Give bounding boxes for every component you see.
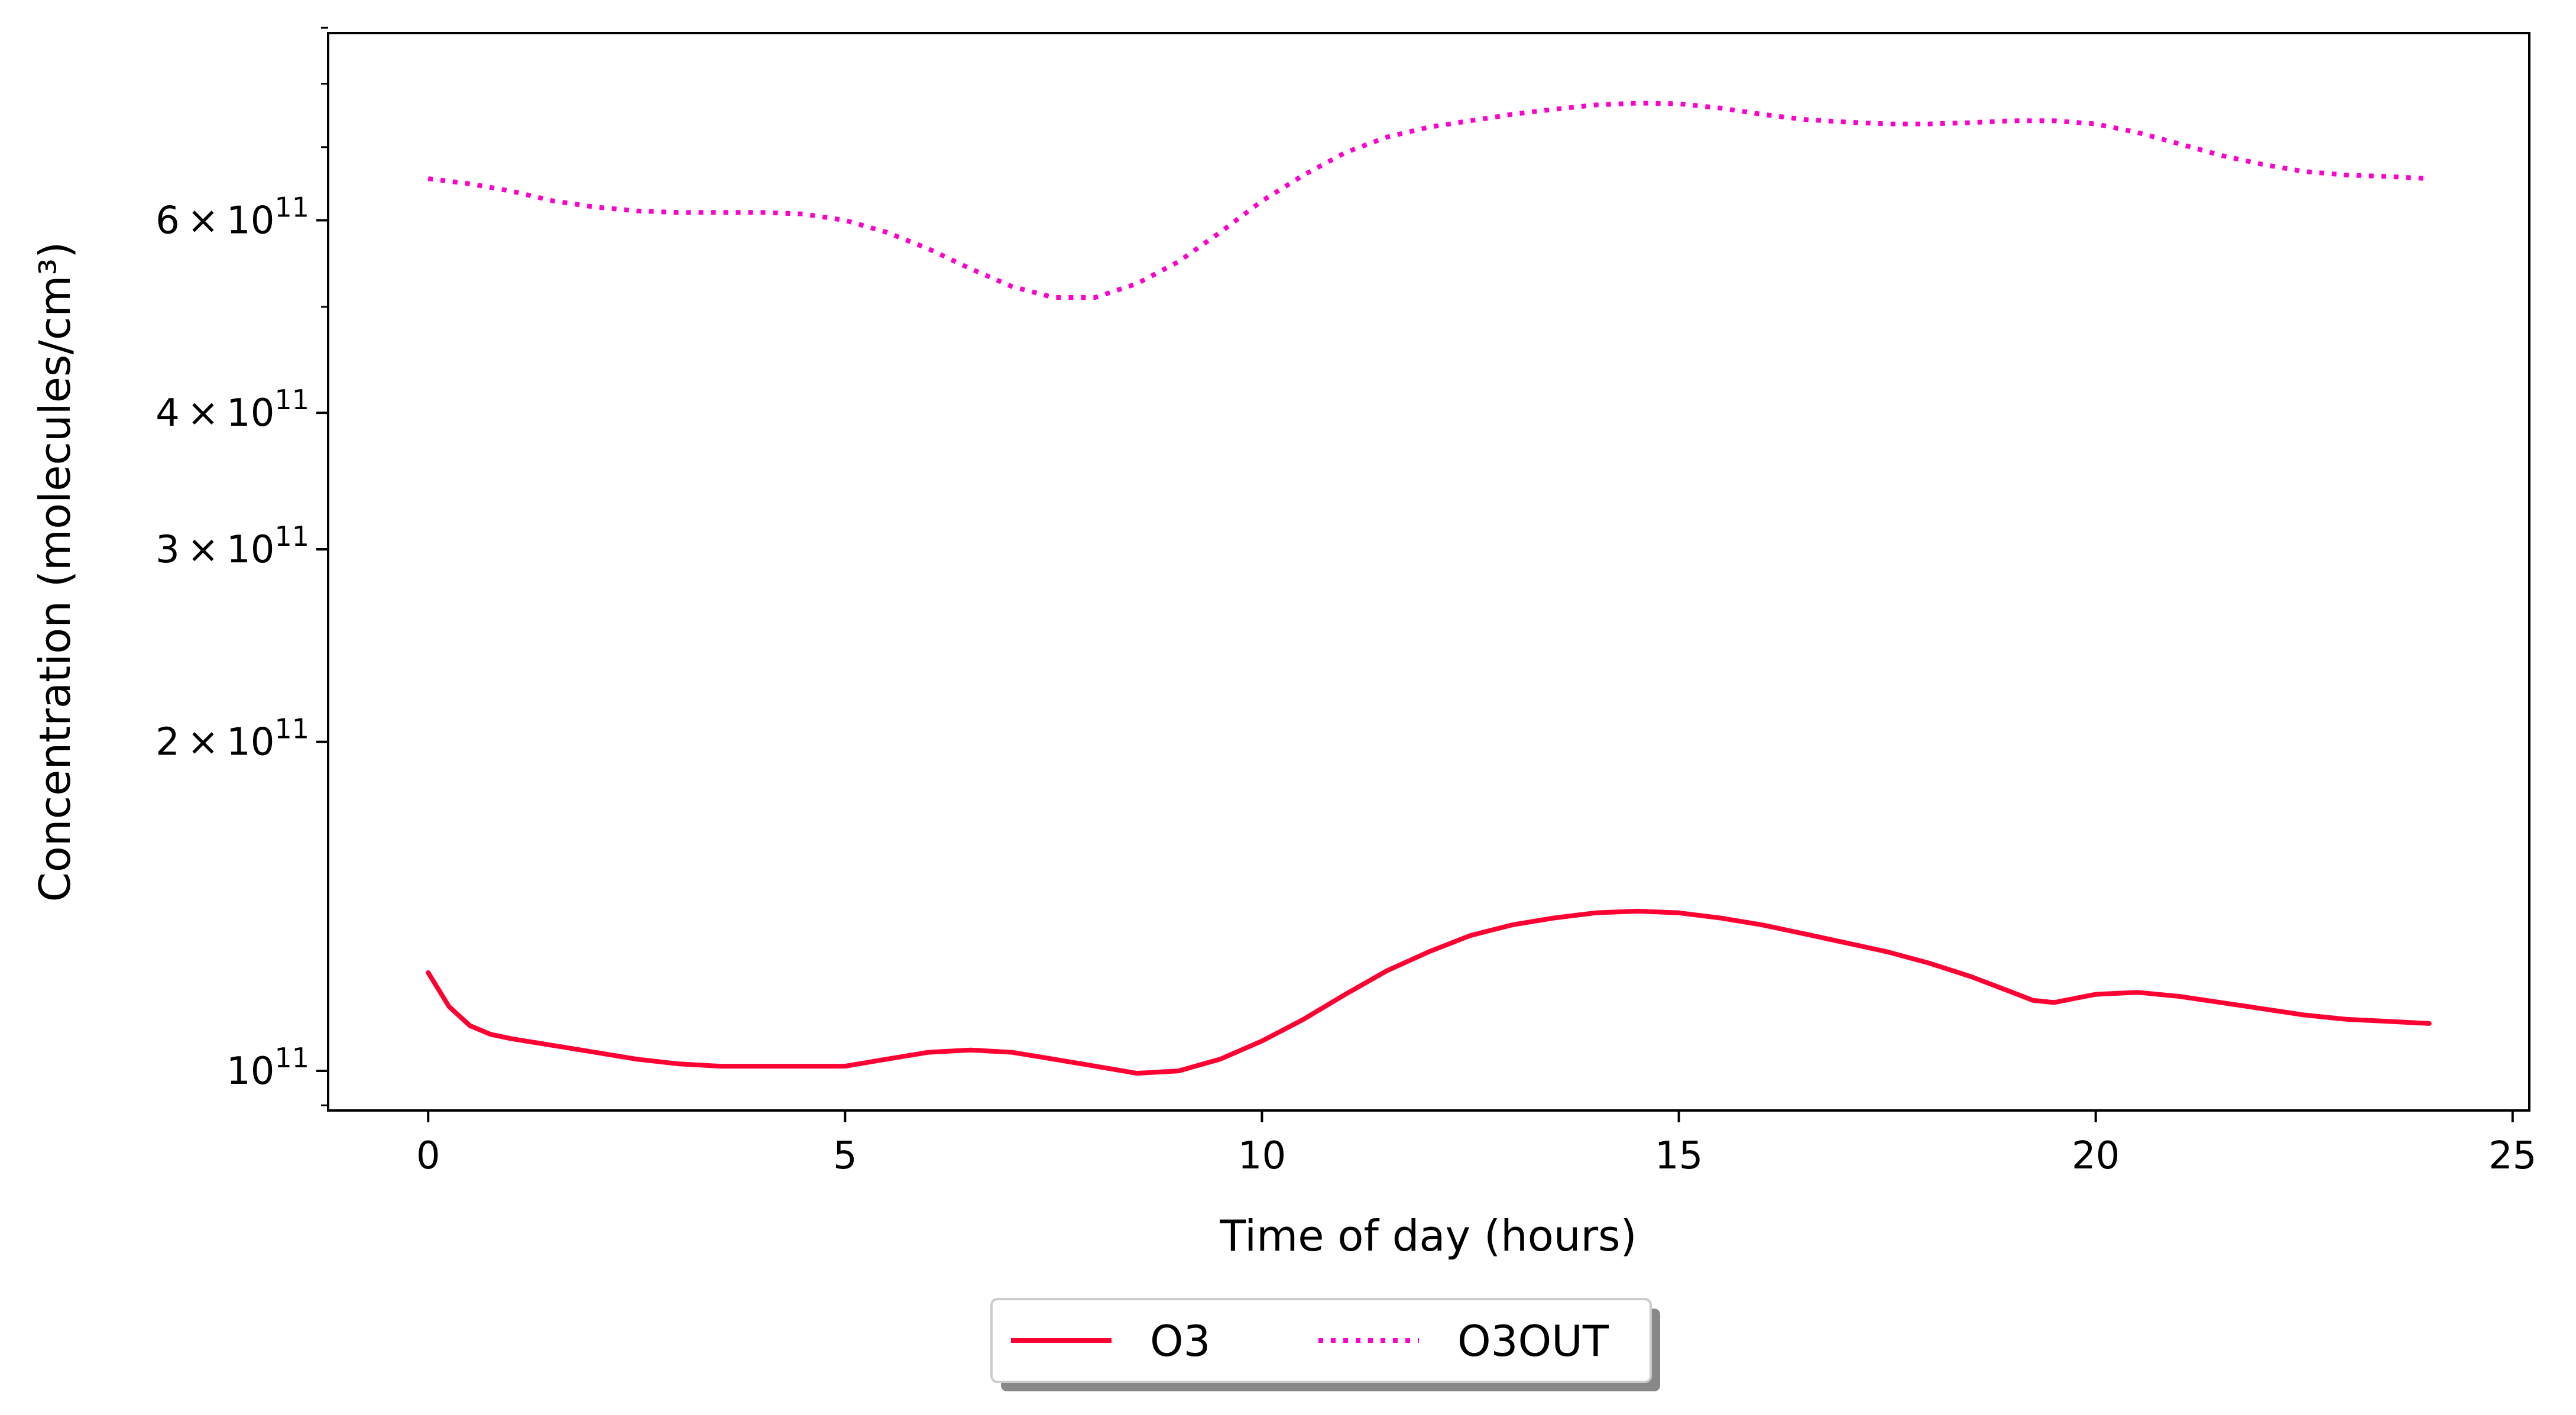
x-tick-label: 15 bbox=[1655, 1134, 1703, 1178]
y-tick-label: 4 × 1011 bbox=[155, 384, 309, 435]
y-axis: 1011 2 × 1011 3 × 1011 4 × 1011 6 × 1011 bbox=[155, 27, 328, 1106]
y-tick-label: 3 × 1011 bbox=[155, 520, 309, 572]
legend: O3 O3OUT bbox=[990, 1298, 1660, 1391]
legend-label-o3out: O3OUT bbox=[1457, 1316, 1609, 1366]
x-axis: 0 5 10 15 20 25 bbox=[416, 1110, 2537, 1178]
y-tick-label: 2 × 1011 bbox=[155, 713, 309, 765]
x-axis-label: Time of day (hours) bbox=[1219, 1211, 1637, 1261]
x-tick-label: 0 bbox=[416, 1134, 440, 1178]
x-tick-label: 20 bbox=[2072, 1134, 2120, 1178]
series-line-o3out bbox=[427, 101, 2430, 300]
y-axis-label: Concentration (molecules/cm³) bbox=[30, 242, 80, 902]
series-layer bbox=[426, 101, 2432, 1076]
plot-frame bbox=[327, 32, 2530, 1112]
x-tick-label: 5 bbox=[833, 1134, 857, 1178]
plot-background bbox=[328, 33, 2529, 1110]
y-tick-label: 1011 bbox=[226, 1042, 309, 1093]
series-line-o3 bbox=[426, 908, 2432, 1076]
x-tick-label: 10 bbox=[1238, 1134, 1286, 1178]
legend-label-o3: O3 bbox=[1150, 1316, 1210, 1366]
y-tick-label: 6 × 1011 bbox=[155, 192, 309, 243]
x-tick-label: 25 bbox=[2488, 1134, 2536, 1178]
